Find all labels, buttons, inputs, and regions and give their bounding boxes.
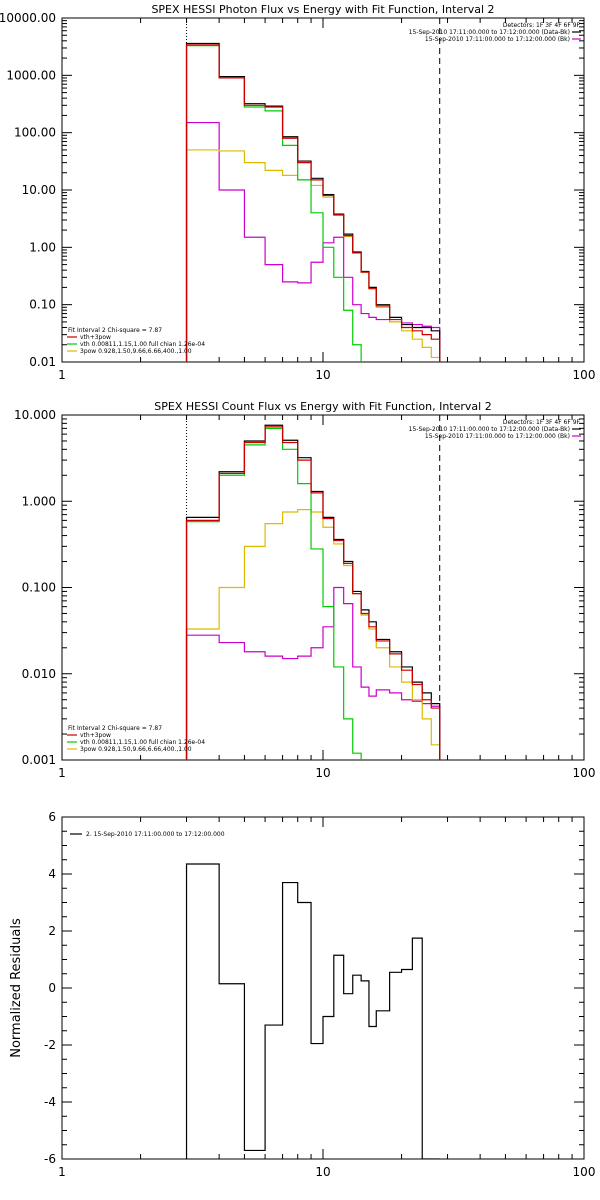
y-tick-label: 4 xyxy=(48,867,56,881)
chart-title: SPEX HESSI Photon Flux vs Energy with Fi… xyxy=(151,3,494,16)
legend-entry: 15-Sep-2010 17:11:00.000 to 17:12:00.000… xyxy=(425,36,570,43)
y-tick-label: 10.00 xyxy=(22,183,56,197)
y-tick-label: 1.000 xyxy=(22,494,56,508)
series-line-vth-3pow xyxy=(185,44,441,362)
legend-entry: 15-Sep-2010 17:11:00.000 to 17:12:00.000… xyxy=(425,433,570,440)
legend-entry: 2. 15-Sep-2010 17:11:00.000 to 17:12:00.… xyxy=(86,831,225,838)
y-tick-label: 1000.00 xyxy=(6,68,56,82)
y-tick-label: 0.010 xyxy=(22,667,56,681)
y-tick-label: 10000.00 xyxy=(0,11,56,25)
series-line-2-15-sep-2010-17-11-00-000-to-17-12-00-000 xyxy=(185,863,440,1159)
x-tick-label: 1 xyxy=(58,1165,66,1179)
y-tick-label: -6 xyxy=(44,1152,56,1166)
x-tick-label: 10 xyxy=(315,766,330,780)
fit-legend-entry: 3pow 0.928,1.50,9.66,6.66,400.,1.00 xyxy=(80,746,192,753)
y-tick-label: 100.00 xyxy=(14,126,56,140)
legend-entry: Detectors: 1F 3F 4F 6F 9F xyxy=(503,419,581,426)
y-axis-label: Normalized Residuals xyxy=(9,918,24,1058)
fit-legend-entry: vth 0.00811,1.15,1.00 full chian 1.26e-0… xyxy=(80,341,205,348)
fit-legend-entry: vth+3pow xyxy=(80,334,111,341)
series-layer xyxy=(185,424,441,760)
y-tick-label: 6 xyxy=(48,810,56,824)
x-tick-label: 100 xyxy=(573,766,596,780)
series-line-vth xyxy=(185,427,441,760)
y-tick-label: 1.00 xyxy=(29,240,56,254)
y-tick-label: 0.01 xyxy=(29,355,56,369)
series-layer xyxy=(185,42,441,362)
legend-entry: 15-Sep-2010 17:11:00.000 to 17:12:00.000… xyxy=(409,29,570,36)
x-tick-label: 100 xyxy=(573,368,596,382)
fit-legend-entry: vth+3pow xyxy=(80,732,111,739)
y-tick-label: -4 xyxy=(44,1095,56,1109)
panel-0: SPEX HESSI Photon Flux vs Energy with Fi… xyxy=(0,3,596,382)
fit-legend-entry: 3pow 0.928,1.50,9.66,6.66,400.,1.00 xyxy=(80,348,192,355)
legend-entry: 15-Sep-2010 17:11:00.000 to 17:12:00.000… xyxy=(409,426,570,433)
x-tick-label: 10 xyxy=(315,1165,330,1179)
chart-title: SPEX HESSI Count Flux vs Energy with Fit… xyxy=(154,400,491,413)
series-line-vth-3pow xyxy=(185,426,441,760)
y-tick-label: 10.000 xyxy=(14,408,56,422)
series-line-data-bk xyxy=(185,42,441,362)
fit-legend-entry: vth 0.00811,1.15,1.00 full chian 1.26e-0… xyxy=(80,739,205,746)
y-tick-label: 0.001 xyxy=(22,753,56,767)
plot-frame xyxy=(61,816,585,1160)
fit-legend-header: Fit Interval 2 Chi-square = 7.87 xyxy=(68,327,162,334)
y-tick-label: 0.10 xyxy=(29,298,56,312)
panel-2: Normalized Residuals 1 10 100 6 4 2 0 -2 -4 -6 2. 1… xyxy=(9,810,595,1179)
series-line-3pow xyxy=(185,509,441,760)
panel-1: SPEX HESSI Count Flux vs Energy with Fit… xyxy=(14,400,596,780)
series-line-vth xyxy=(185,45,441,362)
series-layer xyxy=(185,863,440,1159)
x-tick-label: 10 xyxy=(315,368,330,382)
series-line-bk xyxy=(185,121,441,362)
fit-legend-header: Fit Interval 2 Chi-square = 7.87 xyxy=(68,725,162,732)
y-tick-label: -2 xyxy=(44,1038,56,1052)
x-tick-label: 100 xyxy=(573,1165,596,1179)
series-line-bk xyxy=(185,586,441,760)
y-tick-label: 0.100 xyxy=(22,581,56,595)
y-tick-label: 0 xyxy=(48,981,56,995)
legend-entry: Detectors: 1F 3F 4F 6F 9F xyxy=(503,22,581,29)
series-line-3pow xyxy=(185,149,441,362)
x-tick-label: 1 xyxy=(58,766,66,780)
y-tick-label: 2 xyxy=(48,924,56,938)
x-tick-label: 1 xyxy=(58,368,66,382)
